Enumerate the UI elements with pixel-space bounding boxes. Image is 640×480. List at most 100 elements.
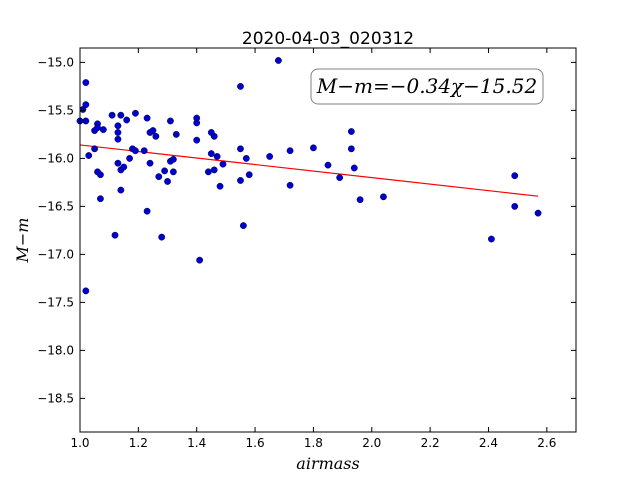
data-point bbox=[82, 287, 90, 295]
plot-frame bbox=[79, 47, 577, 433]
data-point bbox=[239, 222, 247, 230]
data-point bbox=[356, 196, 364, 204]
data-point bbox=[155, 173, 163, 181]
data-point bbox=[237, 177, 244, 184]
data-points-layer bbox=[76, 57, 542, 295]
data-point bbox=[172, 130, 180, 138]
data-point bbox=[310, 144, 317, 152]
data-point bbox=[143, 207, 151, 215]
data-point bbox=[534, 209, 542, 217]
data-point bbox=[196, 256, 204, 264]
data-point bbox=[146, 159, 154, 167]
data-point bbox=[169, 155, 177, 163]
data-point bbox=[324, 161, 332, 169]
data-point bbox=[99, 126, 107, 134]
data-point bbox=[210, 132, 218, 140]
y-tick-label: −17.5 bbox=[37, 295, 74, 309]
data-point bbox=[114, 129, 122, 136]
plot-area bbox=[80, 48, 576, 432]
data-point bbox=[242, 154, 250, 162]
data-point bbox=[336, 174, 344, 182]
y-tick-label: −17.0 bbox=[37, 247, 74, 261]
data-point bbox=[511, 172, 519, 180]
data-point bbox=[140, 147, 148, 155]
data-point bbox=[204, 168, 212, 176]
data-point bbox=[97, 195, 104, 203]
x-tick-label: 1.6 bbox=[246, 436, 265, 450]
data-point bbox=[143, 114, 151, 122]
fit-equation-box: M−m=−0.34χ−15.52 bbox=[310, 68, 544, 105]
data-point bbox=[167, 117, 174, 125]
data-point bbox=[350, 164, 358, 172]
y-tick-label: −18.5 bbox=[37, 391, 74, 405]
data-point bbox=[82, 117, 90, 125]
data-point bbox=[237, 145, 244, 153]
y-tick-label: −15.5 bbox=[37, 103, 74, 117]
data-point bbox=[487, 235, 495, 243]
data-point bbox=[380, 193, 387, 201]
chart-title: 2020-04-03_020312 bbox=[242, 29, 414, 49]
fit-line-layer bbox=[79, 144, 539, 197]
data-point bbox=[82, 79, 90, 86]
x-tick-label: 1.2 bbox=[129, 436, 148, 450]
fit-equation-text: M−m=−0.34χ−15.52 bbox=[316, 74, 537, 98]
data-point bbox=[237, 83, 244, 90]
x-tick-label: 1.8 bbox=[304, 436, 323, 450]
data-point bbox=[193, 136, 201, 144]
data-point bbox=[511, 202, 519, 210]
data-point bbox=[213, 153, 221, 160]
data-point bbox=[82, 101, 90, 109]
data-point bbox=[207, 150, 215, 158]
data-point bbox=[114, 159, 122, 167]
x-tick-label: 2.6 bbox=[537, 436, 556, 450]
data-point bbox=[210, 166, 218, 174]
y-axis-label: M−m bbox=[13, 218, 32, 264]
data-point bbox=[114, 135, 122, 143]
x-axis-ticks: 1.0 1.2 1.4 1.6 1.8 2.0 2.2 2.4 2.6 bbox=[70, 48, 556, 450]
y-tick-label: −18.0 bbox=[37, 343, 74, 357]
data-point bbox=[94, 124, 101, 132]
data-point bbox=[91, 145, 98, 153]
data-point bbox=[347, 128, 355, 135]
fit-equation-border bbox=[310, 68, 544, 105]
data-point bbox=[219, 160, 227, 168]
data-point bbox=[126, 154, 134, 162]
data-point bbox=[274, 57, 282, 64]
data-point bbox=[117, 111, 125, 119]
data-point bbox=[216, 182, 224, 190]
data-point bbox=[132, 147, 139, 155]
data-point bbox=[161, 167, 169, 175]
data-point bbox=[245, 171, 253, 179]
data-point bbox=[108, 111, 116, 119]
data-point bbox=[169, 168, 177, 176]
data-point bbox=[158, 233, 166, 241]
data-point bbox=[114, 122, 122, 130]
data-point bbox=[193, 119, 201, 127]
data-point bbox=[117, 186, 125, 194]
data-point bbox=[286, 147, 294, 155]
data-point bbox=[266, 153, 274, 160]
x-tick-label: 2.4 bbox=[479, 436, 498, 450]
data-point bbox=[149, 127, 157, 134]
y-tick-label: −15.0 bbox=[37, 55, 74, 69]
fit-line bbox=[79, 144, 539, 197]
y-tick-label: −16.0 bbox=[37, 151, 74, 165]
data-point bbox=[164, 178, 171, 185]
data-point bbox=[132, 109, 139, 117]
data-point bbox=[120, 163, 128, 171]
x-tick-label: 2.0 bbox=[362, 436, 381, 450]
x-tick-label: 1.4 bbox=[187, 436, 206, 450]
data-point bbox=[111, 231, 119, 239]
x-tick-label: 2.2 bbox=[421, 436, 440, 450]
data-point bbox=[97, 171, 104, 179]
x-tick-label: 1.0 bbox=[70, 436, 89, 450]
data-point bbox=[85, 152, 93, 159]
y-axis-ticks: −15.0 −15.5 −16.0 −16.5 −17.0 −17.5 −18.0 −18.5 bbox=[37, 55, 576, 405]
data-point bbox=[286, 181, 294, 189]
x-axis-label: airmass bbox=[296, 454, 359, 473]
data-point bbox=[347, 145, 355, 153]
data-point bbox=[123, 116, 131, 124]
data-point bbox=[152, 132, 160, 140]
y-tick-label: −16.5 bbox=[37, 199, 74, 213]
